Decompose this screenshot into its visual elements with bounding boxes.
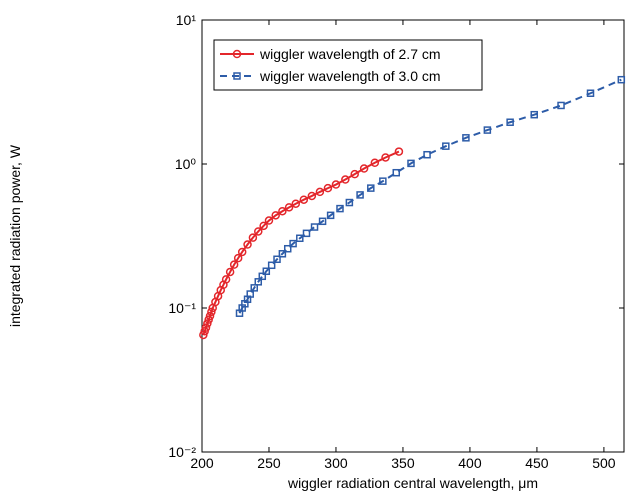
point xyxy=(462,134,470,142)
point xyxy=(296,234,304,243)
x-tick-label: 300 xyxy=(324,455,348,471)
point xyxy=(284,203,294,212)
point xyxy=(331,180,341,189)
point xyxy=(381,153,390,162)
point xyxy=(199,330,208,340)
point xyxy=(394,147,404,156)
point xyxy=(423,150,431,159)
point xyxy=(307,191,317,201)
point xyxy=(379,177,387,185)
point xyxy=(370,158,380,168)
point xyxy=(203,319,212,328)
point xyxy=(392,168,401,177)
point xyxy=(278,250,287,258)
y-tick-label: 10⁰ xyxy=(175,156,197,172)
x-tick-label: 250 xyxy=(257,455,281,471)
point xyxy=(336,204,344,213)
point xyxy=(483,126,492,134)
x-axis-label: wiggler radiation central wavelength, μm xyxy=(287,475,538,491)
point xyxy=(356,191,364,199)
point xyxy=(289,239,297,248)
series-line xyxy=(238,78,622,314)
point xyxy=(258,272,267,281)
legend: wiggler wavelength of 2.7 cm wiggler wave… xyxy=(213,39,483,91)
x-tick-label: 450 xyxy=(525,455,549,471)
y-tick-label: 10⁻² xyxy=(168,444,196,460)
point xyxy=(262,267,271,275)
point xyxy=(299,195,309,204)
point xyxy=(246,290,254,298)
point xyxy=(318,217,327,226)
point xyxy=(264,216,274,225)
point xyxy=(278,206,287,216)
point xyxy=(254,278,263,286)
point xyxy=(283,244,292,253)
point xyxy=(291,199,301,208)
x-tick-label: 400 xyxy=(458,455,482,471)
point xyxy=(237,247,247,257)
point xyxy=(350,169,359,179)
point xyxy=(205,311,215,321)
point xyxy=(221,275,231,284)
point xyxy=(586,89,595,97)
y-tick-label: 10¹ xyxy=(176,12,197,28)
point xyxy=(250,284,258,292)
point xyxy=(254,227,263,236)
x-tick-label: 500 xyxy=(592,455,616,471)
point xyxy=(341,175,350,184)
point xyxy=(233,253,243,263)
point xyxy=(345,198,354,207)
legend-marker xyxy=(233,72,241,80)
point xyxy=(207,307,216,317)
point xyxy=(326,211,335,220)
legend-marker xyxy=(232,49,242,59)
point xyxy=(248,233,258,242)
point xyxy=(359,164,369,173)
point xyxy=(323,183,333,193)
point xyxy=(315,187,325,197)
y-axis-label: integrated radiation power, W xyxy=(7,144,23,327)
point xyxy=(557,101,565,110)
point xyxy=(407,159,415,168)
x-tick-label: 350 xyxy=(391,455,415,471)
x-tick-label: 200 xyxy=(190,455,214,471)
legend-label: wiggler wavelength of 3.0 cm xyxy=(259,68,441,84)
point xyxy=(259,221,268,231)
point xyxy=(201,323,211,332)
axes-box xyxy=(201,19,625,453)
point xyxy=(302,229,311,238)
point xyxy=(442,142,450,150)
point xyxy=(367,184,375,192)
point xyxy=(271,211,280,220)
point xyxy=(506,118,514,126)
point xyxy=(530,110,538,119)
point xyxy=(229,260,239,269)
legend-box xyxy=(213,39,483,91)
legend-label: wiggler wavelength of 2.7 cm xyxy=(259,46,441,62)
point xyxy=(617,75,626,84)
point xyxy=(243,240,252,249)
point xyxy=(267,261,276,270)
point xyxy=(273,255,281,264)
plot-area xyxy=(202,20,624,452)
y-tick-label: 10⁻¹ xyxy=(168,300,196,316)
point xyxy=(310,223,319,231)
point xyxy=(225,267,235,277)
